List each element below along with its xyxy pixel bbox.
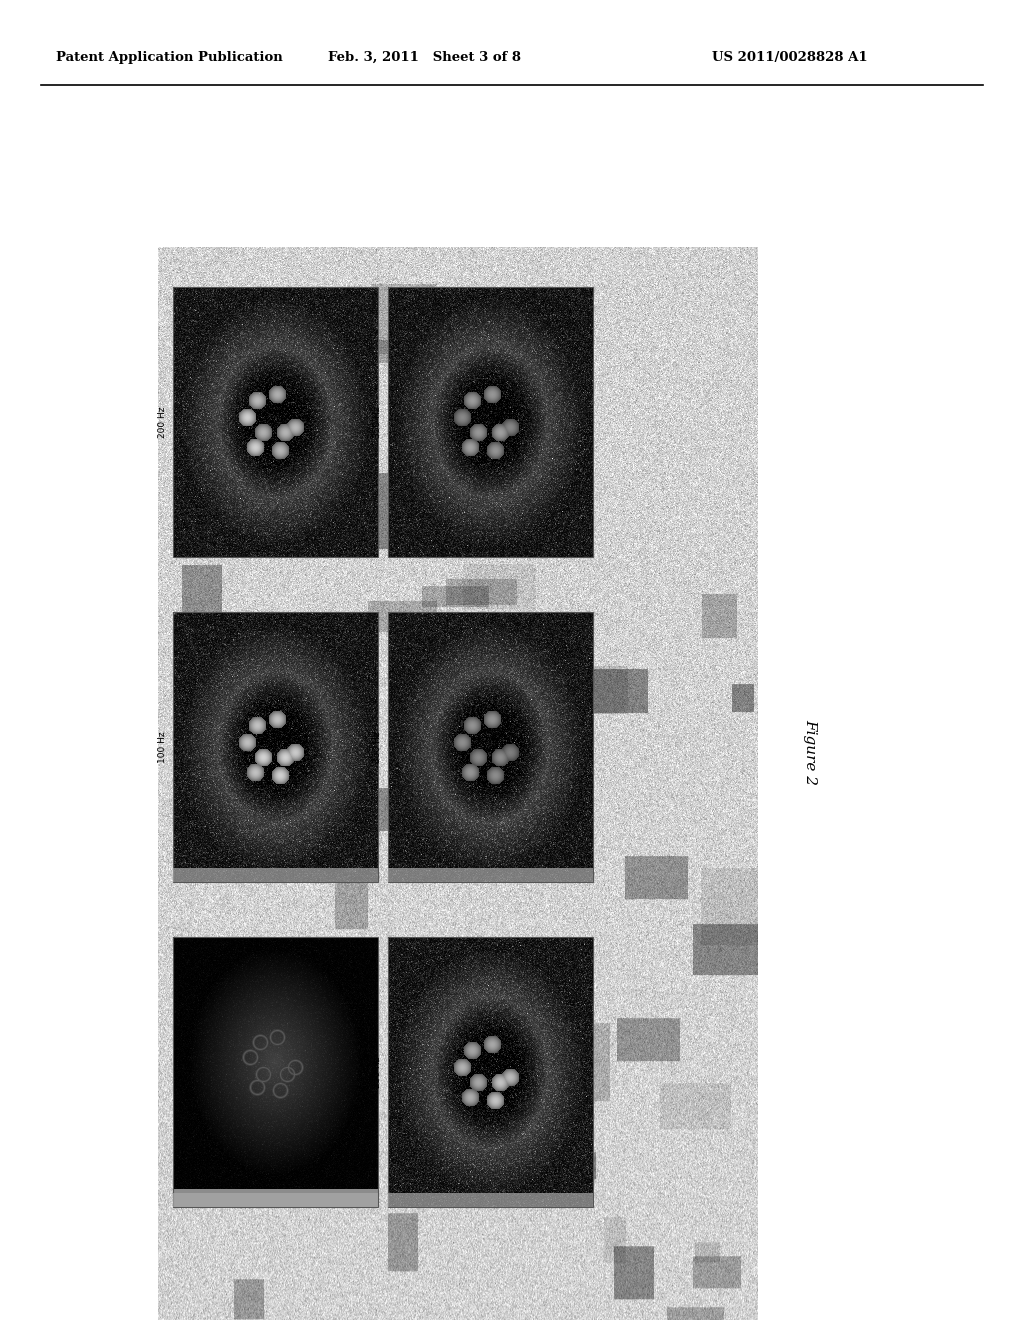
Text: 350 Hz: 350 Hz [373, 407, 382, 438]
Text: 300 Hz: 300 Hz [373, 731, 382, 763]
Text: Feb. 3, 2011   Sheet 3 of 8: Feb. 3, 2011 Sheet 3 of 8 [329, 50, 521, 63]
Bar [173, 612, 378, 882]
Text: Patent Application Publication: Patent Application Publication [56, 50, 283, 63]
Text: Figure 2: Figure 2 [803, 719, 817, 785]
Bar [173, 1193, 378, 1208]
Bar [388, 288, 593, 557]
Bar [173, 869, 378, 882]
Text: 200 Hz: 200 Hz [158, 407, 167, 438]
Bar [173, 288, 378, 557]
Text: 250 Hz: 250 Hz [373, 1056, 382, 1088]
Text: US 2011/0028828 A1: US 2011/0028828 A1 [712, 50, 867, 63]
Text: 100 Hz: 100 Hz [158, 731, 167, 763]
Bar [173, 937, 378, 1208]
Bar [388, 869, 593, 882]
Bar [388, 612, 593, 882]
Bar [388, 1193, 593, 1208]
Bar [388, 937, 593, 1208]
